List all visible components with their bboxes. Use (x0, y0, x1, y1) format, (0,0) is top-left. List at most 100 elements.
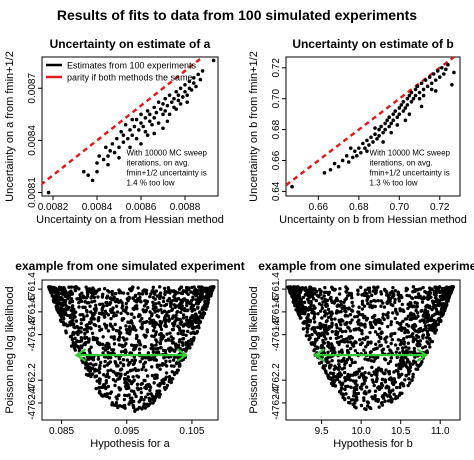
likelihood-point (139, 390, 143, 395)
likelihood-point (104, 381, 108, 385)
likelihood-point (306, 297, 310, 301)
likelihood-point (351, 344, 356, 348)
likelihood-point (169, 335, 173, 339)
likelihood-point (203, 287, 207, 291)
likelihood-point (176, 331, 180, 336)
likelihood-point (409, 311, 413, 315)
likelihood-point (164, 371, 169, 375)
likelihood-point (322, 341, 327, 345)
likelihood-point (395, 312, 399, 316)
likelihood-point (352, 391, 356, 395)
likelihood-point (131, 296, 135, 300)
data-point (152, 105, 156, 110)
likelihood-point (85, 290, 90, 295)
likelihood-point (109, 309, 113, 313)
likelihood-point (148, 357, 153, 362)
x-tick-label: 0.0086 (126, 202, 157, 213)
likelihood-point (432, 329, 437, 334)
likelihood-point (130, 368, 135, 372)
data-point (423, 78, 428, 82)
likelihood-point (158, 367, 162, 371)
likelihood-point (404, 317, 409, 321)
likelihood-point (97, 367, 102, 371)
x-tick-label: 10.0 (351, 426, 371, 437)
likelihood-point (109, 335, 113, 339)
likelihood-point (411, 338, 416, 343)
likelihood-point (430, 287, 434, 291)
likelihood-point (305, 326, 310, 331)
likelihood-point (201, 306, 205, 310)
likelihood-point (122, 397, 127, 402)
likelihood-point (89, 326, 93, 330)
likelihood-point (367, 390, 371, 394)
likelihood-point (82, 327, 87, 332)
likelihood-point (324, 290, 329, 295)
likelihood-point (394, 350, 399, 354)
data-point (192, 81, 196, 85)
likelihood-point (137, 291, 141, 296)
likelihood-point (151, 295, 156, 300)
likelihood-point (164, 359, 168, 364)
likelihood-point (50, 286, 54, 290)
likelihood-point (131, 403, 135, 408)
likelihood-point (143, 335, 148, 339)
likelihood-point (75, 339, 79, 344)
likelihood-point (400, 302, 405, 307)
likelihood-point (373, 342, 378, 347)
panel-title: Uncertainty on estimate of a (50, 37, 211, 51)
likelihood-point (406, 302, 410, 307)
likelihood-point (73, 336, 77, 340)
likelihood-point (161, 296, 166, 300)
likelihood-point (58, 301, 62, 306)
likelihood-point (429, 318, 433, 323)
likelihood-point (312, 315, 317, 319)
likelihood-point (326, 355, 330, 360)
likelihood-point (111, 370, 116, 374)
likelihood-point (197, 285, 201, 289)
likelihood-point (425, 332, 430, 336)
likelihood-point (344, 337, 349, 341)
data-point (150, 122, 154, 127)
likelihood-point (369, 406, 373, 411)
y-tick-label: 0.64 (271, 181, 282, 201)
likelihood-point (310, 307, 314, 312)
likelihood-point (127, 295, 131, 299)
likelihood-point (328, 296, 333, 301)
likelihood-point (353, 398, 357, 402)
likelihood-point (442, 293, 446, 298)
likelihood-point (177, 317, 181, 322)
x-tick-label: 0.105 (179, 426, 204, 437)
likelihood-point (292, 291, 296, 295)
likelihood-point (96, 357, 101, 361)
likelihood-point (430, 339, 435, 344)
likelihood-point (374, 322, 378, 326)
y-axis-label: Poisson neg log likelihood (4, 286, 16, 413)
data-point (381, 130, 385, 135)
likelihood-point (63, 299, 68, 304)
data-point (181, 95, 185, 99)
likelihood-point (129, 319, 134, 323)
likelihood-point (355, 314, 360, 319)
likelihood-point (369, 299, 373, 304)
likelihood-point (117, 376, 122, 381)
likelihood-point (348, 363, 352, 368)
likelihood-point (292, 295, 297, 299)
likelihood-point (428, 325, 433, 330)
likelihood-point (429, 295, 433, 299)
data-point (387, 115, 391, 120)
likelihood-point (156, 394, 160, 398)
likelihood-point (89, 374, 93, 379)
likelihood-point (377, 327, 382, 331)
likelihood-point (331, 375, 335, 379)
likelihood-point (136, 286, 140, 290)
likelihood-point (301, 309, 306, 313)
likelihood-point (413, 355, 417, 359)
data-point (407, 93, 412, 98)
likelihood-point (190, 340, 194, 344)
data-point (350, 155, 355, 160)
likelihood-point (56, 299, 60, 303)
likelihood-point (355, 392, 359, 396)
panel-2: Uncertainty on estimate of b 0.66 0.68 0.70… (248, 37, 467, 226)
likelihood-point (122, 376, 127, 381)
likelihood-point (391, 292, 396, 296)
